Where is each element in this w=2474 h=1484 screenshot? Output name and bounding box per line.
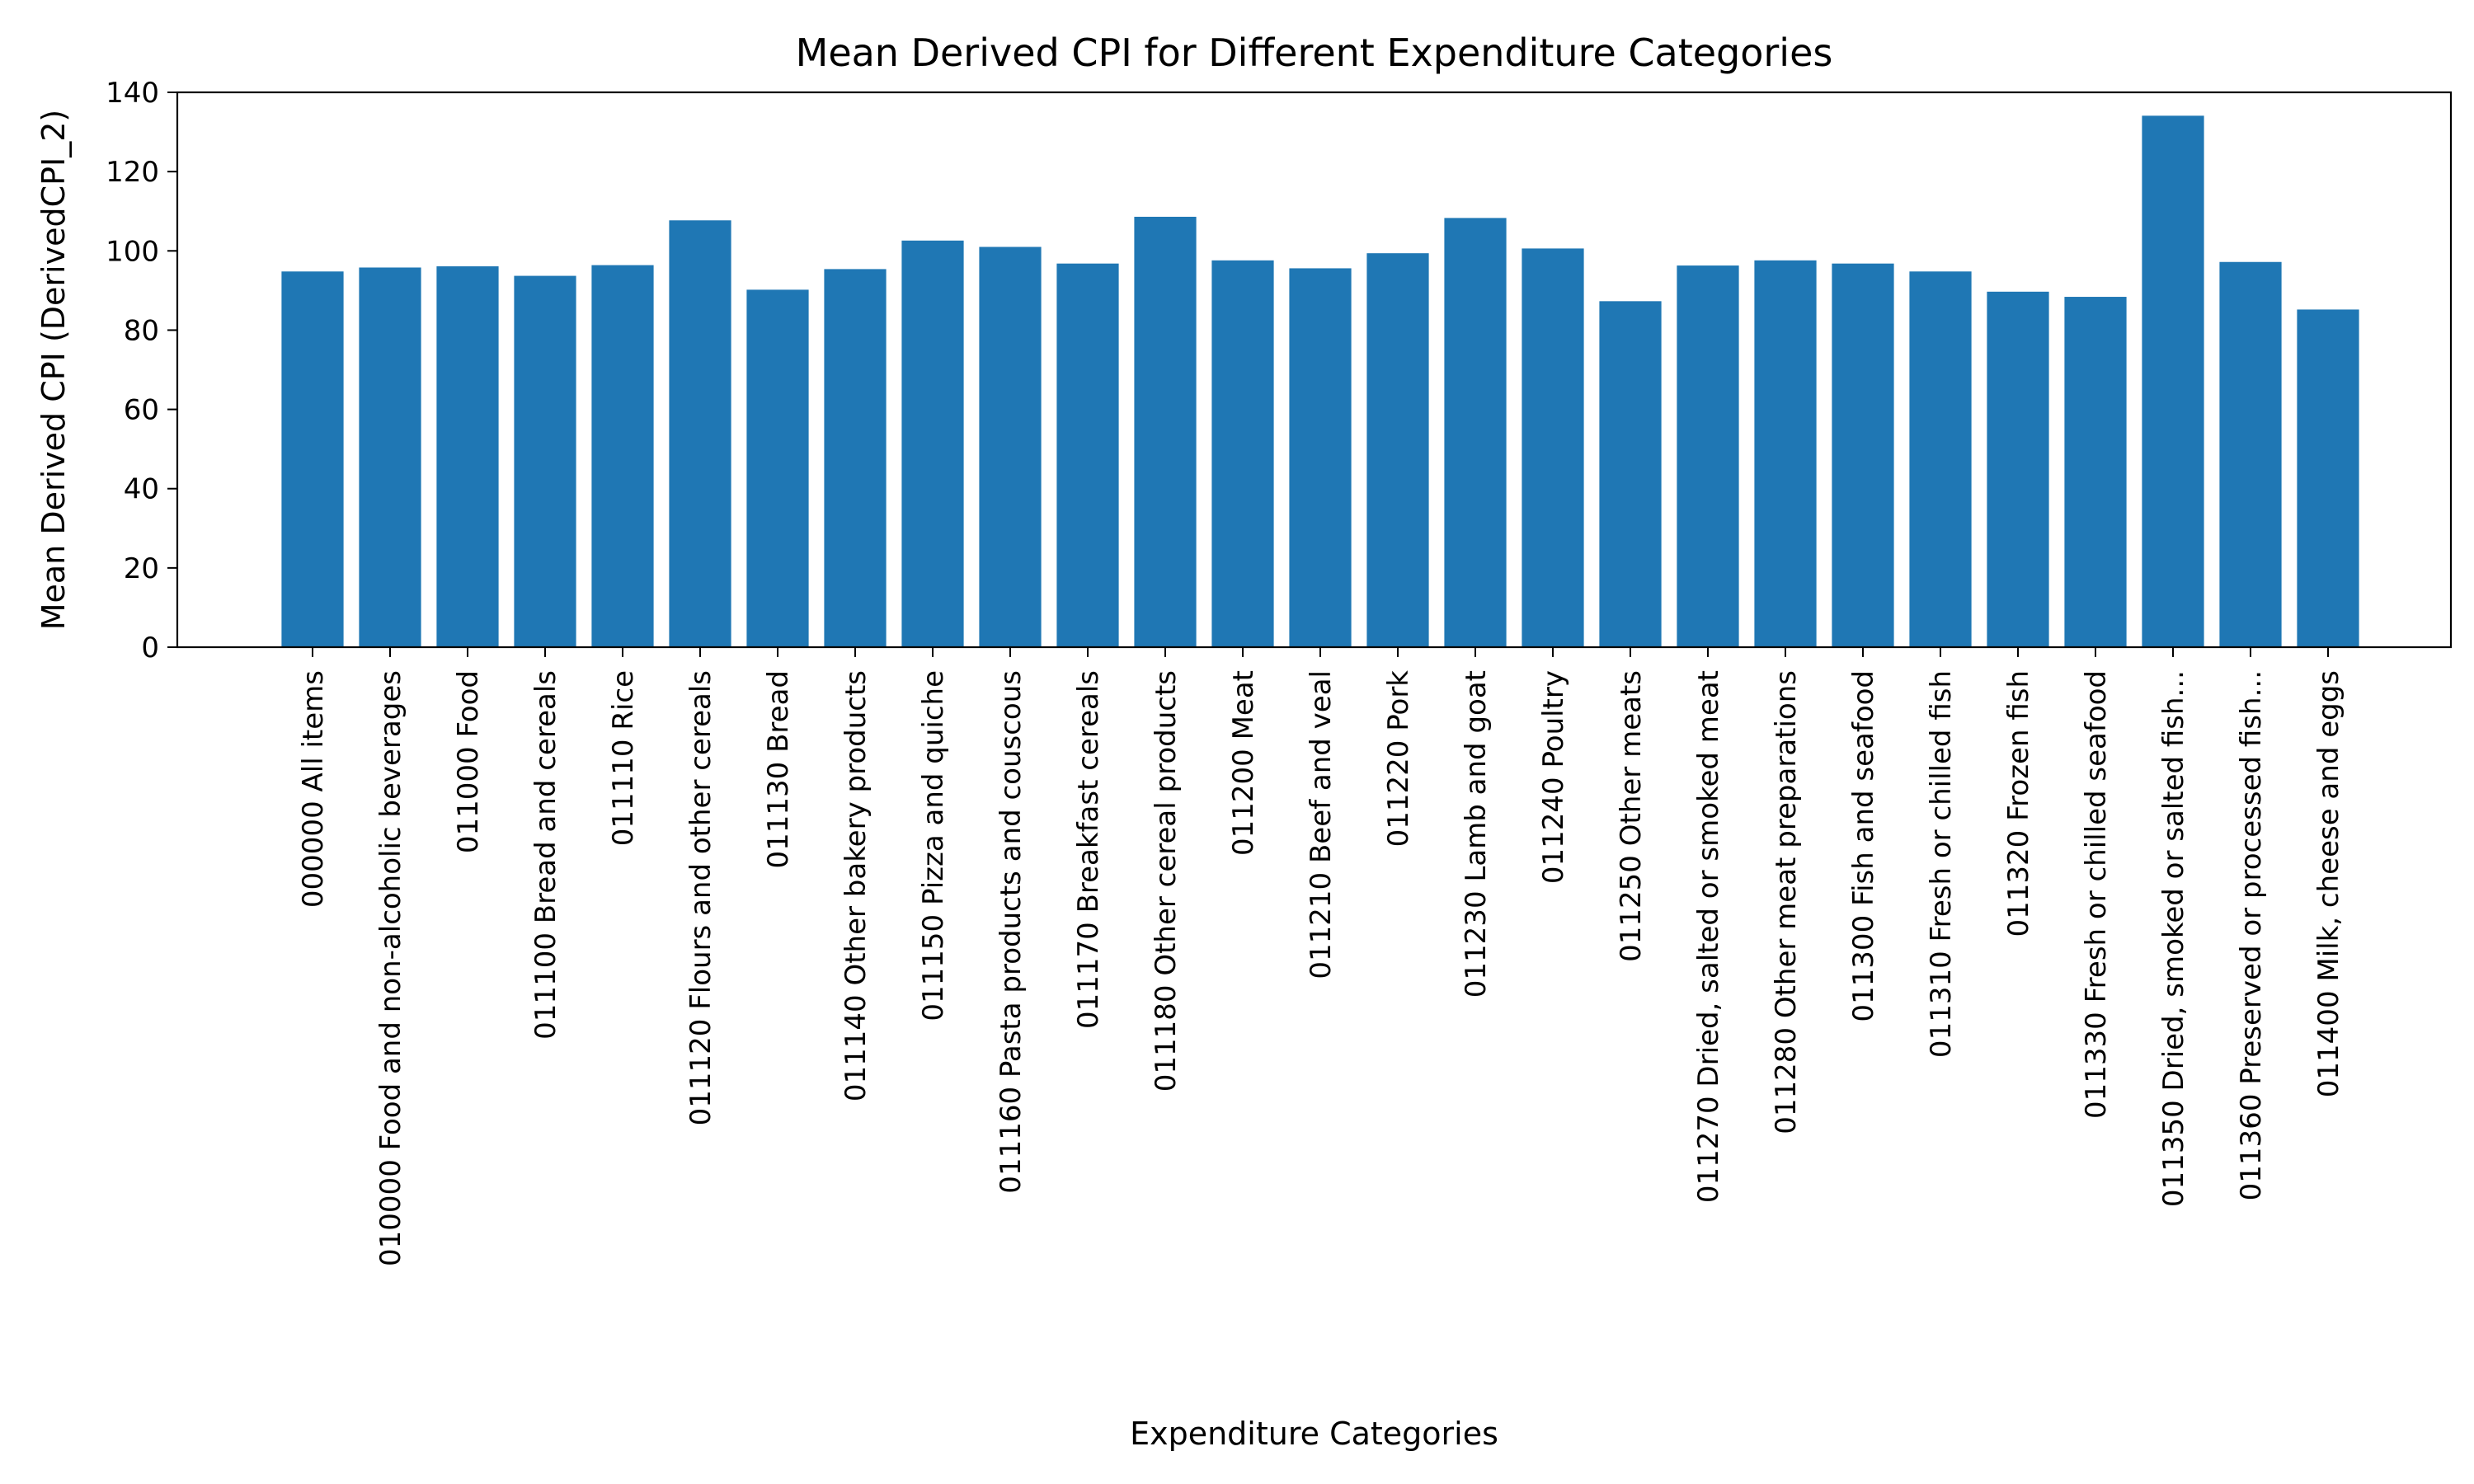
x-axis-ticks: 000000 All items 010000 Food and non-alco… — [297, 647, 2345, 1266]
x-tick-label-19: 011280 Other meat preparations — [1770, 670, 1803, 1134]
bar-0 — [281, 271, 344, 647]
bar-16 — [1522, 248, 1584, 647]
x-tick-label-6: 011130 Bread — [762, 670, 795, 869]
bar-25 — [2219, 261, 2282, 647]
bar-12 — [1211, 260, 1274, 647]
plot-area-frame — [176, 91, 2453, 649]
y-axis-title: Mean Derived CPI (DerivedCPI_2) — [35, 110, 72, 631]
bar-9 — [979, 247, 1042, 647]
bar-15 — [1444, 218, 1507, 647]
x-tick-label-23: 011330 Fresh or chilled seafood — [2080, 670, 2113, 1119]
bar-4 — [591, 265, 654, 647]
y-tick-label-6: 120 — [106, 156, 159, 189]
x-tick-label-16: 011240 Poultry — [1537, 670, 1570, 884]
x-tick-label-4: 011110 Rice — [607, 670, 640, 846]
x-axis-title: Expenditure Categories — [1130, 1416, 1498, 1452]
bar-21 — [1909, 271, 1972, 647]
x-tick-label-5: 011120 Flours and other cereals — [684, 670, 717, 1125]
x-tick-label-7: 011140 Other bakery products — [840, 670, 872, 1101]
bar-8 — [901, 240, 964, 647]
x-tick-label-12: 011200 Meat — [1227, 670, 1260, 856]
x-tick-label-9: 011160 Pasta products and couscous — [995, 670, 1028, 1194]
x-tick-label-24: 011350 Dried, smoked or salted fish... — [2157, 670, 2190, 1207]
bar-2 — [436, 266, 499, 647]
x-tick-label-26: 011400 Milk, cheese and eggs — [2312, 670, 2345, 1097]
x-tick-label-21: 011310 Fresh or chilled fish — [1925, 670, 1958, 1058]
bar-3 — [514, 275, 576, 647]
x-tick-label-0: 000000 All items — [297, 670, 330, 908]
bar-6 — [746, 289, 809, 647]
bars-layer — [281, 115, 2359, 648]
x-tick-label-11: 011180 Other cereal products — [1150, 670, 1183, 1092]
bar-24 — [2142, 115, 2204, 648]
x-tick-label-22: 011320 Frozen fish — [2002, 670, 2035, 937]
bar-13 — [1289, 268, 1352, 647]
x-tick-label-3: 011100 Bread and cereals — [529, 670, 562, 1040]
x-tick-label-8: 011150 Pizza and quiche — [917, 670, 950, 1021]
bar-22 — [1987, 291, 2049, 647]
x-tick-label-15: 011230 Lamb and goat — [1460, 670, 1493, 998]
bar-17 — [1599, 301, 1662, 647]
bar-10 — [1056, 263, 1119, 647]
y-tick-label-1: 20 — [124, 552, 159, 585]
x-tick-label-10: 011170 Breakfast cereals — [1072, 670, 1105, 1029]
x-tick-label-20: 011300 Fish and seafood — [1847, 670, 1880, 1022]
bar-7 — [824, 269, 887, 647]
bar-19 — [1754, 260, 1817, 647]
bar-14 — [1366, 253, 1429, 647]
x-tick-label-1: 010000 Food and non-alcoholic beverages — [374, 670, 407, 1266]
y-tick-label-7: 140 — [106, 77, 159, 110]
y-tick-label-5: 100 — [106, 235, 159, 268]
x-tick-label-2: 011000 Food — [452, 670, 485, 853]
bar-23 — [2064, 297, 2127, 647]
y-axis-ticks: 0 20 40 60 80 100 120 140 — [106, 77, 177, 665]
bar-11 — [1134, 216, 1197, 647]
y-tick-label-0: 0 — [141, 632, 159, 665]
x-tick-label-17: 011250 Other meats — [1615, 670, 1648, 962]
bar-20 — [1832, 263, 1894, 647]
x-tick-label-14: 011220 Pork — [1382, 670, 1415, 848]
bar-18 — [1677, 265, 1739, 647]
chart-title: Mean Derived CPI for Different Expenditu… — [796, 31, 1833, 75]
x-tick-label-25: 011360 Preserved or processed fish... — [2235, 670, 2268, 1200]
y-tick-label-3: 60 — [124, 394, 159, 427]
y-tick-label-4: 80 — [124, 314, 159, 347]
bar-1 — [359, 267, 421, 647]
x-tick-label-18: 011270 Dried, salted or smoked meat — [1692, 670, 1725, 1203]
bar-26 — [2297, 309, 2359, 647]
y-tick-label-2: 40 — [124, 473, 159, 506]
x-tick-label-13: 011210 Beef and veal — [1305, 670, 1338, 979]
bar-5 — [669, 220, 731, 647]
